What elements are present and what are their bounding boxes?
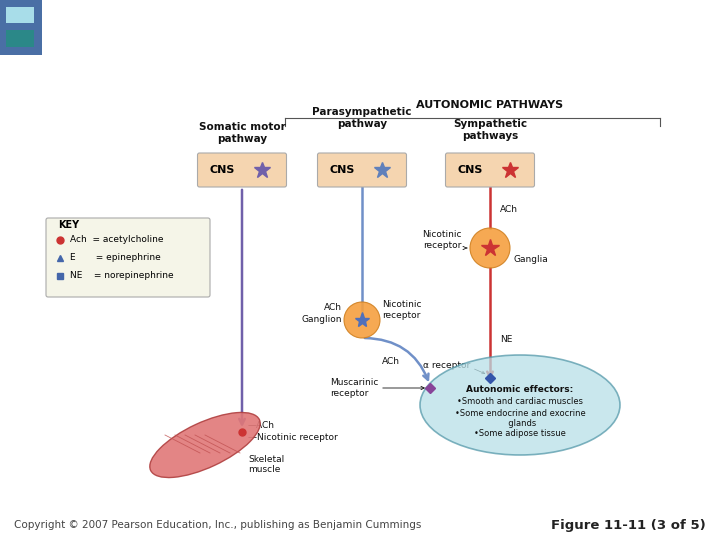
Text: Ach  = acetylcholine: Ach = acetylcholine [70,235,163,245]
Text: KEY: KEY [58,220,79,230]
Text: Muscarinic
receptor: Muscarinic receptor [330,379,379,397]
Text: Nicotinic
receptor: Nicotinic receptor [423,230,462,249]
Text: Parasympathetic
pathway: Parasympathetic pathway [312,107,412,129]
Text: Copyright © 2007 Pearson Education, Inc., publishing as Benjamin Cummings: Copyright © 2007 Pearson Education, Inc.… [14,520,422,530]
Text: glands: glands [503,418,536,428]
Text: Skeletal
muscle: Skeletal muscle [248,455,284,475]
Text: Sympathetic
pathways: Sympathetic pathways [453,119,527,140]
Text: α receptor: α receptor [423,361,470,369]
Text: Figure 11-11 (3 of 5): Figure 11-11 (3 of 5) [551,518,706,531]
Text: ACh: ACh [382,357,400,367]
FancyBboxPatch shape [197,153,287,187]
Ellipse shape [420,355,620,455]
Text: Nicotinic
receptor: Nicotinic receptor [382,300,421,320]
Circle shape [344,302,380,338]
Text: Autonomic effectors:: Autonomic effectors: [467,386,574,395]
Text: —ACh: —ACh [248,421,275,429]
Text: CNS: CNS [210,165,235,175]
Text: Ganglia: Ganglia [514,255,549,265]
Bar [6,30,34,47]
Text: NE    = norepinephrine: NE = norepinephrine [70,272,174,280]
Text: Ganglion: Ganglion [302,315,342,325]
FancyBboxPatch shape [446,153,534,187]
FancyBboxPatch shape [46,218,210,297]
Text: •Some endocrine and exocrine: •Some endocrine and exocrine [454,408,585,417]
Text: CNS: CNS [330,165,355,175]
Text: AUTONOMIC PATHWAYS: AUTONOMIC PATHWAYS [416,100,564,110]
Text: CNS: CNS [457,165,483,175]
Bar [6,6,34,23]
Text: —Nicotinic receptor: —Nicotinic receptor [248,434,338,442]
Text: •Some adipose tissue: •Some adipose tissue [474,429,566,437]
Text: •Smooth and cardiac muscles: •Smooth and cardiac muscles [457,397,583,407]
Circle shape [470,228,510,268]
Bar [0,0,42,55]
Text: ACh: ACh [500,206,518,214]
Text: ACh: ACh [324,303,342,313]
Text: E       = epinephrine: E = epinephrine [70,253,161,262]
FancyBboxPatch shape [318,153,407,187]
Text: NE: NE [500,335,513,345]
Ellipse shape [150,413,260,477]
Text: Somatic motor
pathway: Somatic motor pathway [199,122,285,144]
Text: Review of Efferent Pathways: Review of Efferent Pathways [49,20,432,44]
